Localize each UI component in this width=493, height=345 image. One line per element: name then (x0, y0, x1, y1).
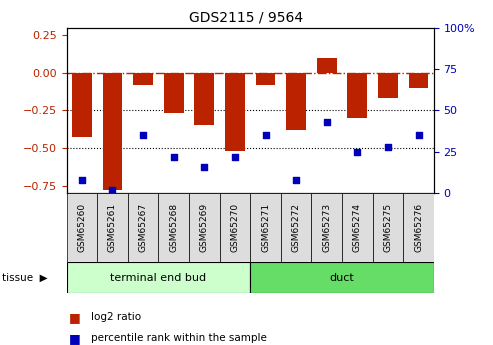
Point (384, 144, 392, 150)
Text: GSM65271: GSM65271 (261, 203, 270, 252)
Text: GSM65273: GSM65273 (322, 203, 331, 252)
Bar (378, 73, 398, 98)
FancyBboxPatch shape (128, 193, 158, 262)
Text: GSM65261: GSM65261 (108, 203, 117, 252)
FancyBboxPatch shape (250, 193, 281, 262)
Text: GSM65274: GSM65274 (353, 203, 362, 252)
Bar (103, 73, 122, 190)
Text: GSM65269: GSM65269 (200, 203, 209, 252)
Bar (72, 73, 92, 138)
FancyBboxPatch shape (312, 193, 342, 262)
Bar (348, 73, 367, 118)
Text: GSM65267: GSM65267 (139, 203, 147, 252)
FancyBboxPatch shape (373, 193, 403, 262)
FancyBboxPatch shape (67, 193, 97, 262)
Text: GSM65260: GSM65260 (77, 203, 86, 252)
Text: ■: ■ (69, 311, 81, 324)
FancyBboxPatch shape (97, 193, 128, 262)
Bar (225, 73, 245, 151)
Bar (286, 73, 306, 130)
Bar (255, 73, 276, 85)
Text: GSM65272: GSM65272 (291, 203, 301, 252)
Point (415, 132, 423, 138)
Point (262, 132, 270, 138)
Point (108, 187, 116, 193)
Text: ■: ■ (69, 332, 81, 345)
Point (353, 149, 361, 155)
Bar (133, 73, 153, 85)
Text: GSM65270: GSM65270 (230, 203, 240, 252)
FancyBboxPatch shape (158, 193, 189, 262)
Point (78, 177, 86, 183)
FancyBboxPatch shape (250, 262, 434, 293)
Text: terminal end bud: terminal end bud (110, 273, 207, 283)
Point (200, 164, 208, 169)
Text: GSM65275: GSM65275 (384, 203, 392, 252)
Text: percentile rank within the sample: percentile rank within the sample (91, 333, 267, 343)
FancyBboxPatch shape (281, 193, 312, 262)
FancyBboxPatch shape (189, 193, 219, 262)
Point (170, 154, 177, 159)
Text: GDS2115 / 9564: GDS2115 / 9564 (189, 10, 304, 24)
FancyBboxPatch shape (403, 193, 434, 262)
Text: tissue  ▶: tissue ▶ (2, 273, 48, 283)
FancyBboxPatch shape (67, 262, 250, 293)
Point (139, 132, 147, 138)
Text: GSM65268: GSM65268 (169, 203, 178, 252)
Text: duct: duct (330, 273, 354, 283)
Bar (317, 58, 337, 73)
Point (231, 154, 239, 159)
Text: log2 ratio: log2 ratio (91, 313, 141, 322)
Bar (194, 73, 214, 126)
Point (323, 119, 331, 125)
Point (292, 177, 300, 183)
Text: GSM65276: GSM65276 (414, 203, 423, 252)
Bar (164, 73, 183, 114)
Bar (409, 73, 428, 88)
FancyBboxPatch shape (219, 193, 250, 262)
FancyBboxPatch shape (342, 193, 373, 262)
